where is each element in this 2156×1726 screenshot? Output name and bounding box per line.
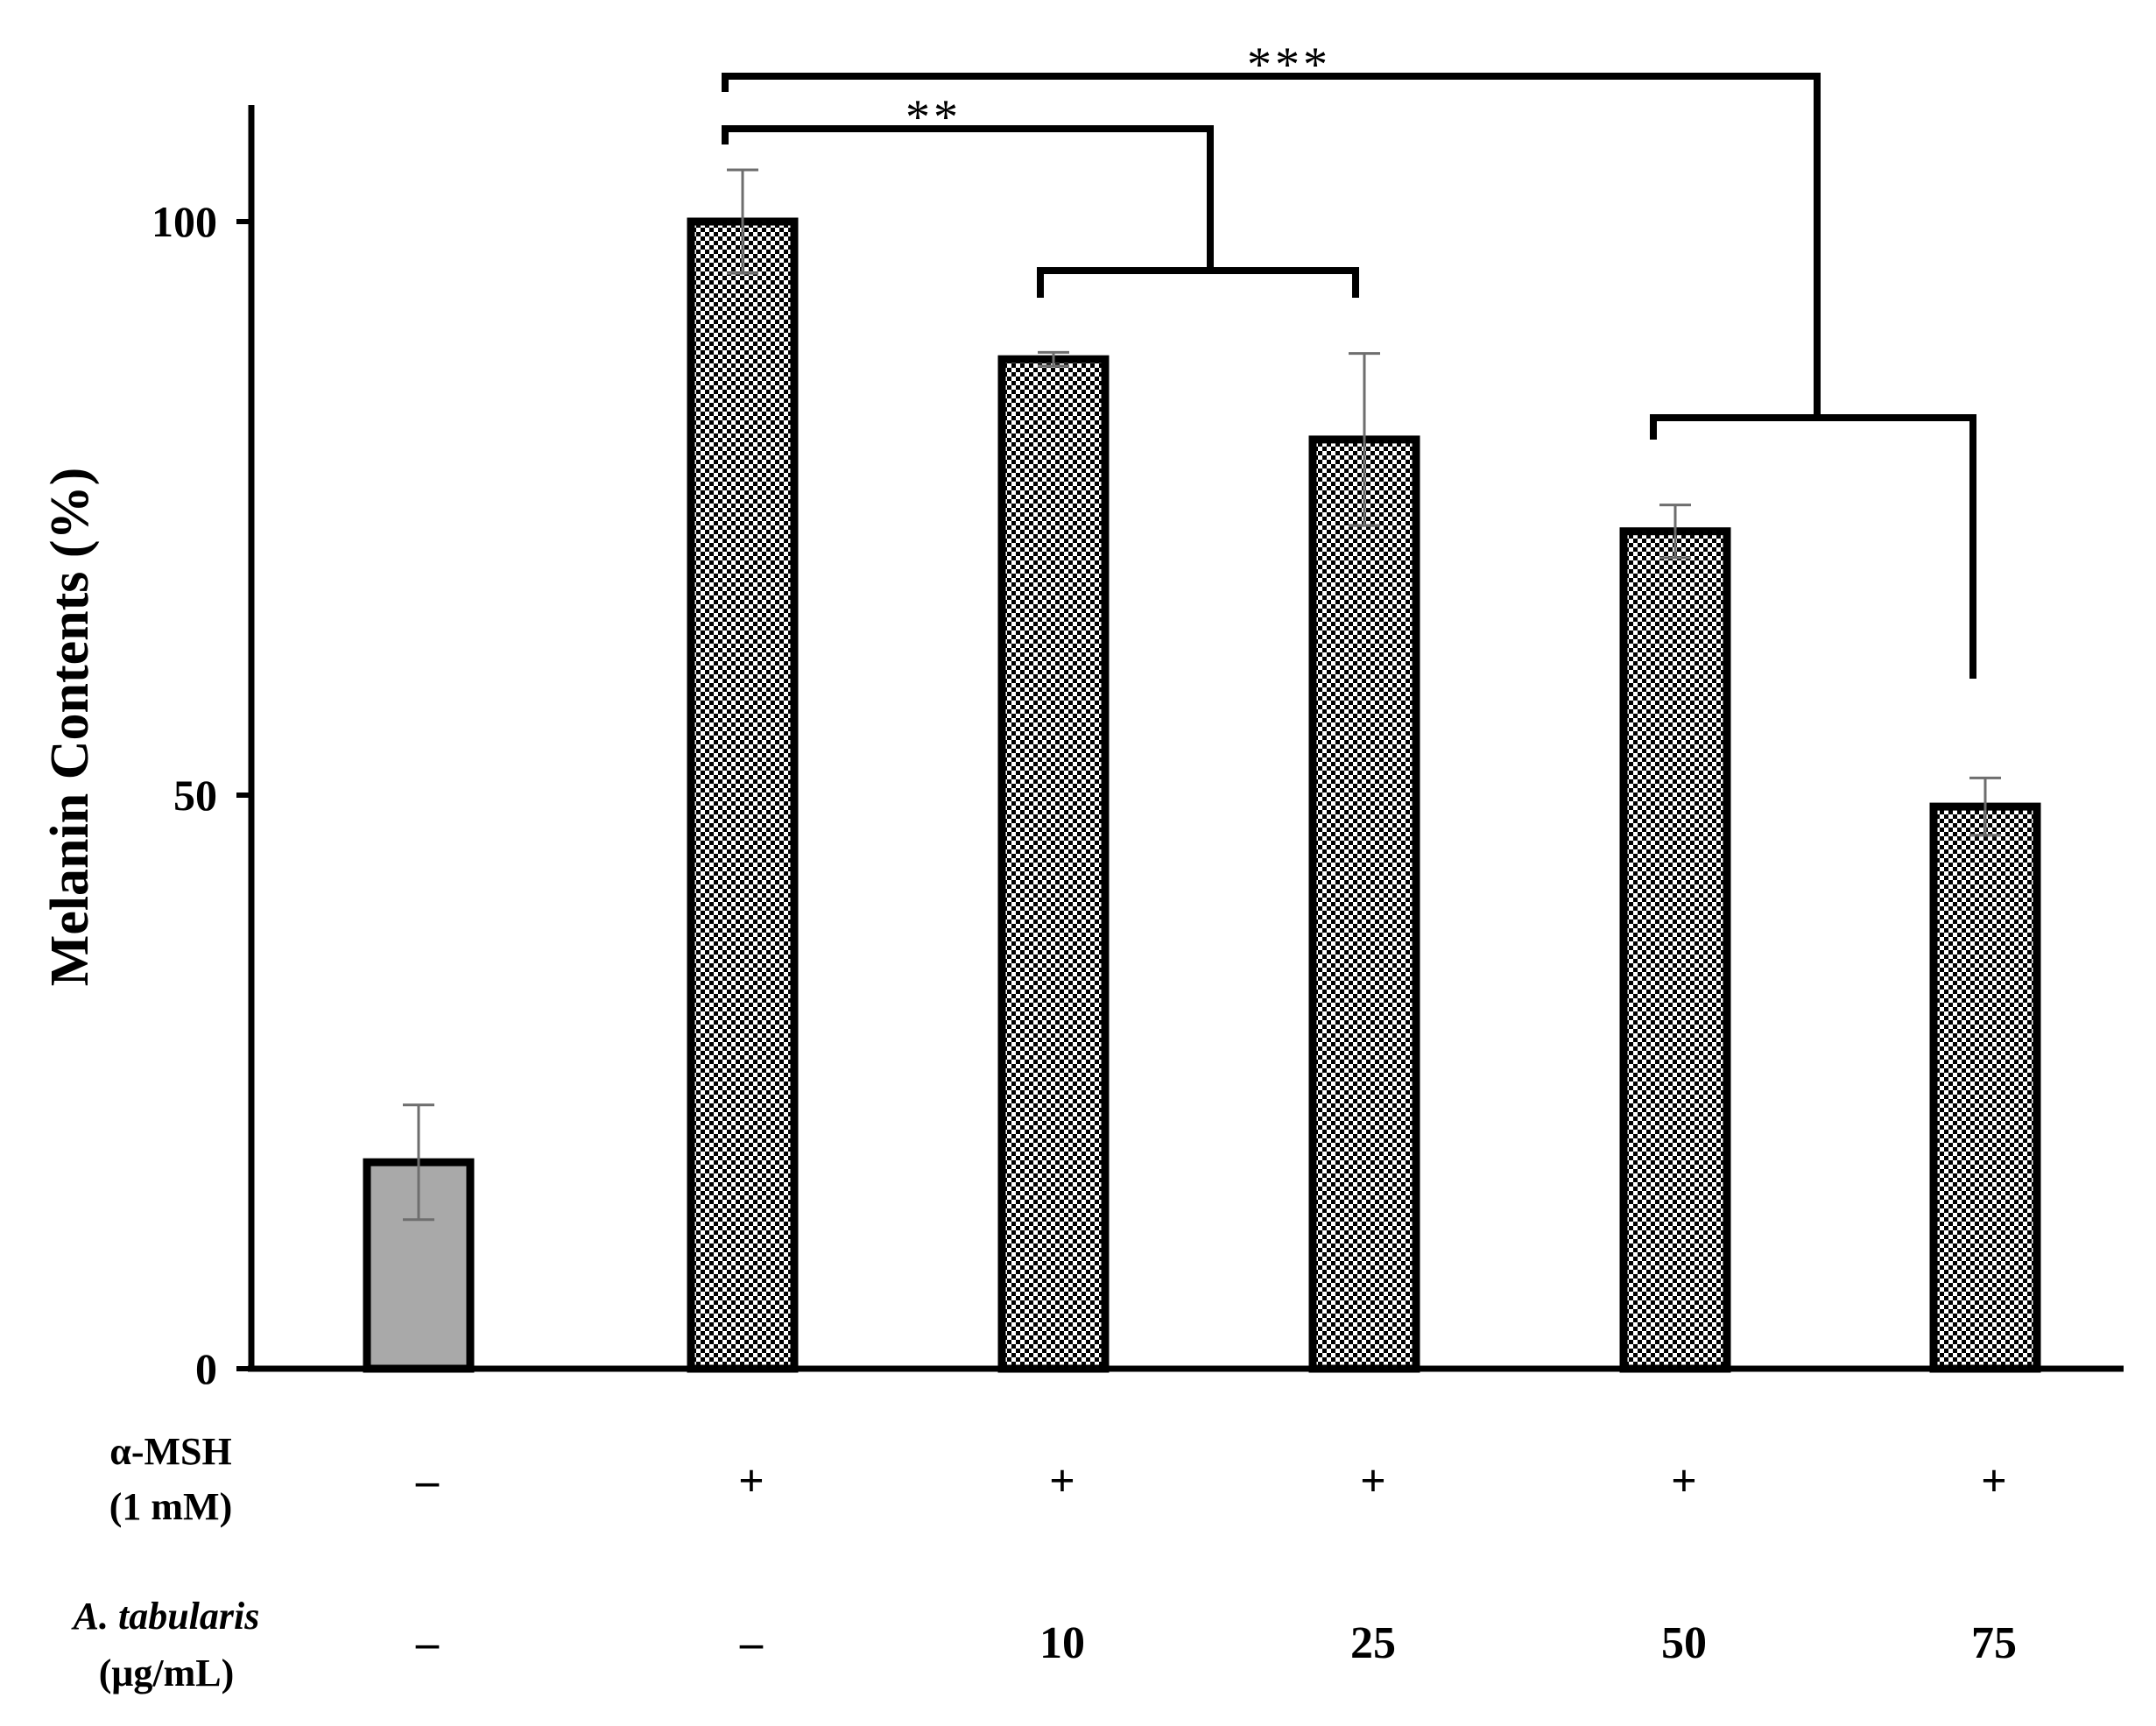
significance-label-double: ** bbox=[905, 90, 962, 144]
row2-value-4: 25 bbox=[1350, 1618, 1396, 1668]
bar-3 bbox=[997, 355, 1110, 1373]
row1-value-2: + bbox=[738, 1456, 764, 1506]
row2-value-6: 75 bbox=[1971, 1618, 2017, 1668]
bar-4 bbox=[1308, 435, 1420, 1373]
y-tick-label-100: 100 bbox=[151, 197, 217, 246]
bracket-triple-star-main bbox=[722, 73, 1821, 418]
row1-value-3: + bbox=[1049, 1456, 1075, 1506]
error-bar-2 bbox=[727, 168, 758, 275]
error-bar-6 bbox=[1969, 776, 2001, 837]
row1-label-line2: (1 mM) bbox=[109, 1485, 233, 1528]
row2-value-1: – bbox=[415, 1618, 440, 1668]
bar-5 bbox=[1619, 527, 1731, 1373]
error-bar-5 bbox=[1659, 504, 1691, 560]
row1-value-1: – bbox=[415, 1456, 440, 1506]
row2-label-line2: (μg/mL) bbox=[99, 1652, 234, 1694]
bracket-double-star-main bbox=[722, 125, 1214, 271]
row1-value-4: + bbox=[1360, 1456, 1386, 1506]
error-bar-3 bbox=[1038, 350, 1069, 368]
row1-value-5: + bbox=[1671, 1456, 1697, 1506]
row2-value-5: 50 bbox=[1661, 1618, 1707, 1668]
error-bar-1 bbox=[403, 1103, 434, 1222]
error-bar-4 bbox=[1349, 352, 1380, 527]
bracket-double-star-group bbox=[1037, 267, 1359, 298]
y-tick-label-0: 0 bbox=[195, 1344, 217, 1393]
row2-value-2: – bbox=[739, 1618, 764, 1668]
bar-2 bbox=[687, 217, 799, 1373]
row2-value-3: 10 bbox=[1039, 1618, 1085, 1668]
y-axis-title: Melanin Contents (%) bbox=[40, 468, 100, 986]
significance-label-triple: *** bbox=[1247, 38, 1331, 92]
row1-label-line1: α-MSH bbox=[109, 1430, 231, 1473]
y-tick-label-50: 50 bbox=[173, 771, 217, 820]
bar-6 bbox=[1929, 802, 2041, 1373]
bracket-triple-star-group bbox=[1650, 414, 1976, 679]
row2-label-line1: A. tabularis bbox=[71, 1595, 260, 1638]
row1-value-6: + bbox=[1981, 1456, 2007, 1506]
